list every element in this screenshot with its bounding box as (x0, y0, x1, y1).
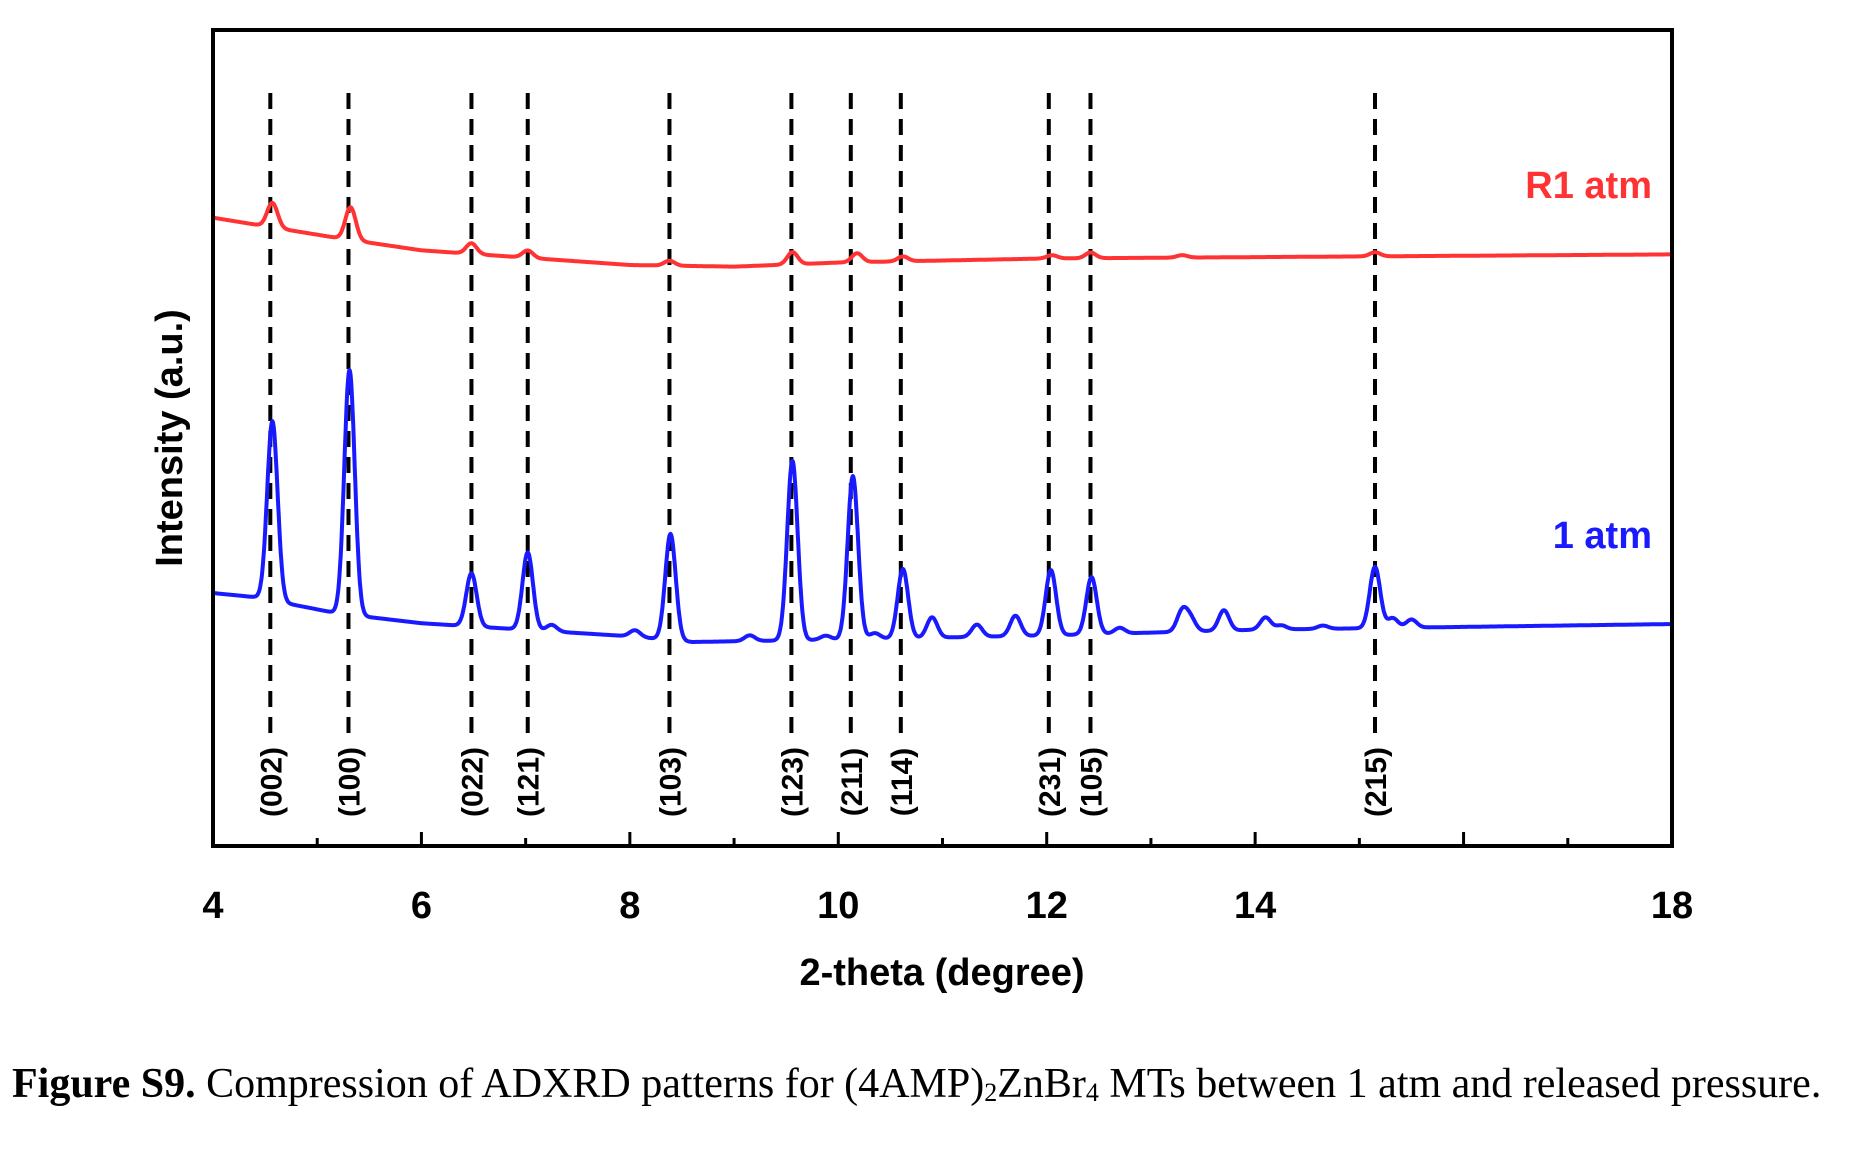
series-label: R1 atm (1525, 165, 1652, 207)
miller-index-label: (114) (886, 748, 919, 816)
x-tick-label: 10 (817, 885, 859, 927)
x-tick-label: 6 (411, 885, 432, 927)
series-label: 1 atm (1553, 515, 1652, 557)
x-tick-label: 8 (619, 885, 640, 927)
caption-text-mid: ZnBr (997, 1061, 1086, 1107)
x-tick-label: 12 (1026, 885, 1068, 927)
miller-index-label: (105) (1075, 747, 1108, 817)
miller-index-label: (002) (255, 747, 288, 817)
caption-label: Figure S9. (12, 1061, 196, 1107)
y-axis-label: Intensity (a.u.) (149, 309, 191, 567)
series-labels: R1 atm 1 atm (1525, 165, 1652, 557)
x-axis-tick-labels: 4 6 8 10 12 14 18 (202, 885, 1693, 927)
x-tick-label: 18 (1651, 885, 1693, 927)
xrd-chart: (002) (100) (022) (121) (103) (123) (211) (114)… (149, 28, 1693, 994)
x-axis-label: 2-theta (degree) (799, 952, 1084, 994)
caption-sub-1: 2 (984, 1078, 998, 1107)
miller-index-label: (022) (456, 747, 489, 817)
miller-index-label: (123) (776, 747, 809, 817)
miller-index-label: (215) (1360, 747, 1393, 817)
plot-frame (211, 28, 1674, 848)
miller-index-label: (121) (513, 747, 546, 817)
miller-index-label: (103) (654, 747, 687, 817)
x-axis-ticks (211, 832, 1674, 846)
reference-lines-layer: (002) (100) (022) (121) (103) (123) (211) (114)… (255, 93, 1393, 817)
series-layer (211, 200, 1674, 644)
miller-index-label: (231) (1034, 747, 1067, 817)
caption-text-after: MTs between 1 atm and released pressure. (1098, 1061, 1822, 1107)
miller-index-label: (100) (333, 747, 366, 817)
x-tick-label: 4 (202, 885, 223, 927)
series-line-0 (211, 200, 1674, 269)
x-tick-label: 14 (1234, 885, 1276, 927)
miller-index-label: (211) (836, 748, 869, 816)
figure-caption: Figure S9. Compression of ADXRD patterns… (12, 1058, 1842, 1110)
series-line-1 (211, 368, 1674, 644)
caption-sub-2: 4 (1085, 1078, 1099, 1107)
caption-text-before: Compression of ADXRD patterns for (4AMP) (195, 1061, 985, 1107)
